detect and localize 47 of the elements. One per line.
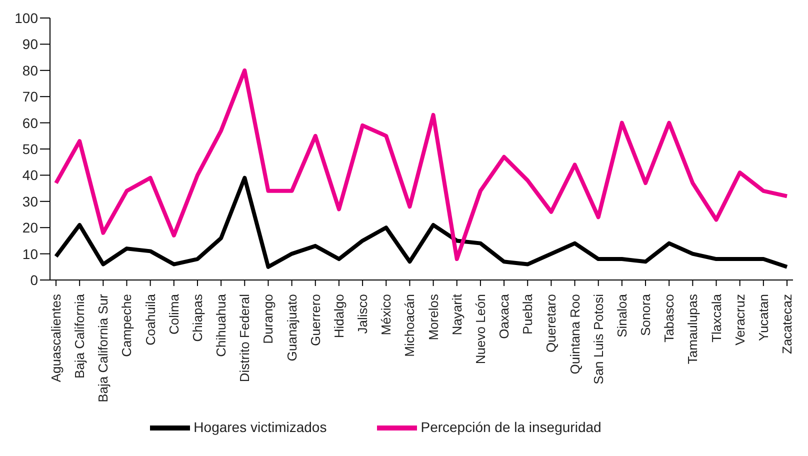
x-tick-label: Veracruz (732, 294, 748, 346)
x-tick-label: Coahuila (142, 293, 158, 346)
x-tick-label: Guanajuato (284, 294, 300, 362)
y-tick-label: 20 (22, 220, 38, 236)
y-tick-label: 50 (22, 140, 38, 157)
line-series (54, 176, 789, 269)
x-tick-label: Tamaulupas (685, 294, 700, 364)
x-tick-label: Campeche (119, 294, 134, 357)
x-tick-label: Michoacán (402, 294, 418, 357)
y-tick-label: 0 (30, 272, 38, 288)
x-tick-label: Distrito Federal (237, 294, 252, 382)
x-tick-label: Chiapas (190, 294, 205, 342)
x-tick-label: Queretaro (544, 294, 559, 353)
x-tick-label: Sinaloa (614, 293, 630, 338)
legend-label: Hogares victimizados (194, 418, 327, 435)
x-tick-label: Puebla (520, 293, 536, 334)
x-tick-label: Morelos (426, 294, 441, 340)
x-tick-label: Durango (260, 294, 276, 344)
legend-label: Percepción de la inseguridad (420, 418, 602, 435)
x-tick-label: Yucatan (756, 294, 771, 341)
x-tick-label: Zacatecaz (780, 294, 794, 354)
x-tick-label: Quintana Roo (567, 294, 582, 374)
x-tick-label: Oaxaca (496, 293, 512, 339)
x-tick-label: Tlaxcala (708, 293, 724, 342)
y-tick-label: 60 (22, 114, 38, 131)
x-tick-label: Nuevo León (472, 294, 488, 364)
x-tick-label: Guerrero (308, 294, 323, 346)
y-tick-label: 10 (22, 246, 38, 262)
x-tick-label: Tabasco (662, 294, 677, 342)
y-tick-label: 90 (22, 36, 38, 52)
x-tick-label: Colima (166, 293, 182, 334)
x-tick-label: México (378, 294, 394, 336)
x-tick-label: Hidalgo (331, 294, 346, 338)
y-tick-label: 70 (22, 88, 38, 105)
x-tick-label: Baja California (72, 293, 88, 379)
y-tick-label: 40 (22, 167, 38, 184)
y-tick-label: 80 (22, 62, 38, 78)
y-tick-label: 30 (22, 193, 38, 210)
x-tick-label: Chihuahua (214, 293, 229, 357)
y-tick-label: 100 (14, 10, 38, 26)
x-tick-label: Nayarit (449, 294, 464, 336)
x-tick-label: Jalisco (355, 294, 370, 334)
x-tick-label: San Luis Potosi (590, 294, 606, 384)
line-series (54, 68, 789, 262)
x-tick-label: Sonora (638, 293, 654, 336)
x-tick-label: Baja California Sur (96, 293, 111, 402)
x-tick-label: Aguascalientes (48, 294, 64, 382)
